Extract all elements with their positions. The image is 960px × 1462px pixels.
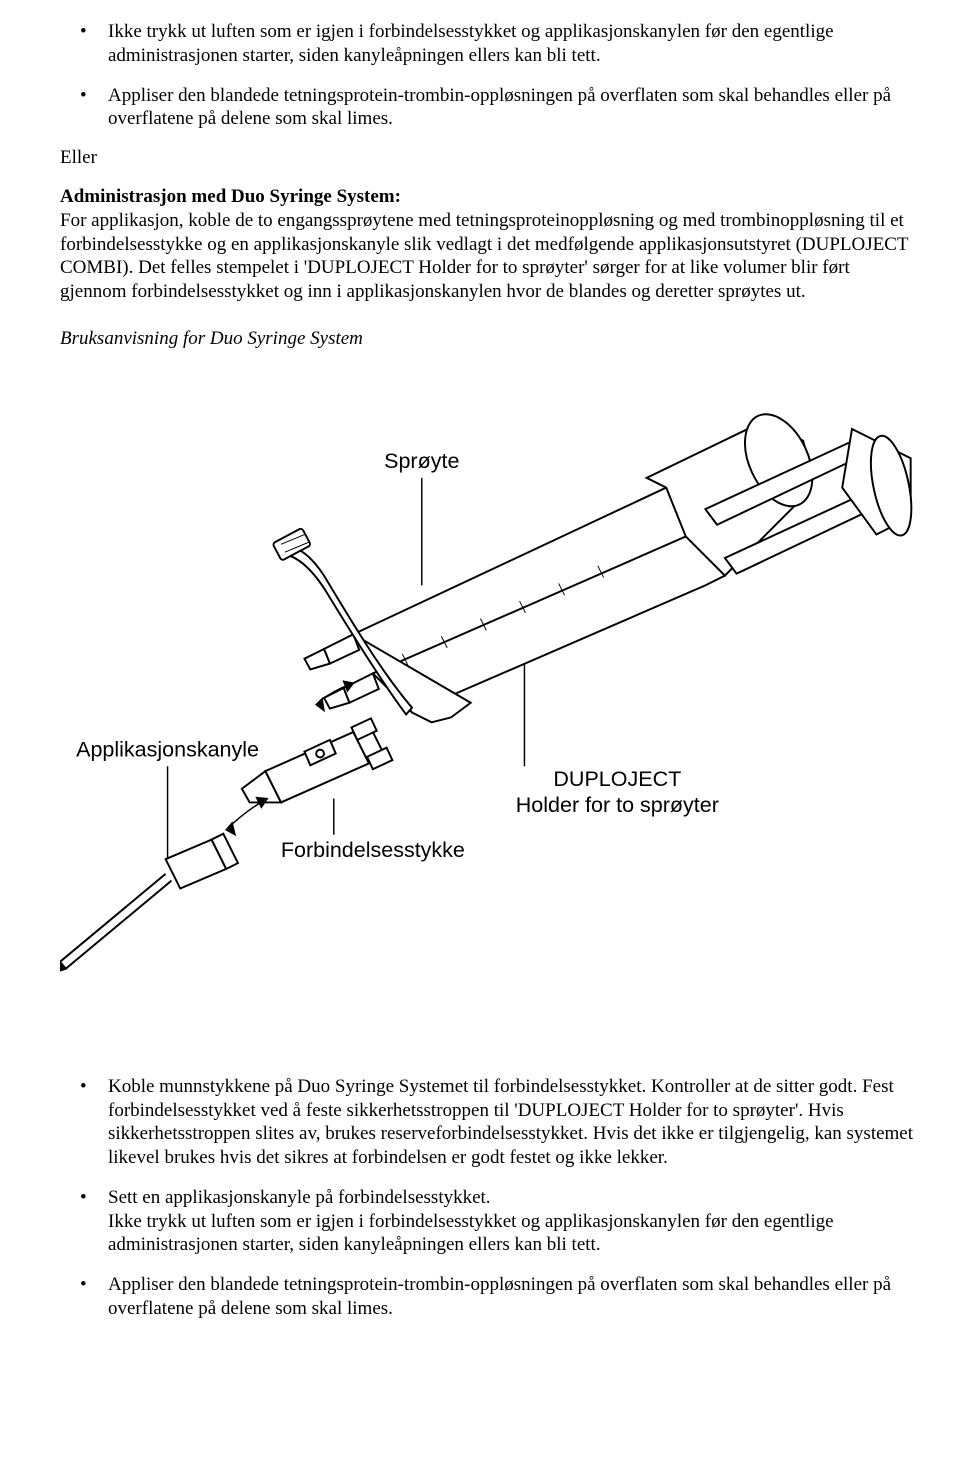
list-item: Sett en applikasjonskanyle på forbindels… bbox=[108, 1186, 920, 1257]
label-applikasjonskanyle: Applikasjonskanyle bbox=[76, 737, 259, 761]
label-forbindelsesstykke: Forbindelsesstykke bbox=[281, 838, 465, 862]
admin-body: For applikasjon, koble de to engangssprø… bbox=[60, 210, 908, 302]
admin-heading: Administrasjon med Duo Syringe System: bbox=[60, 186, 401, 207]
list-item: Appliser den blandede tetningsprotein-tr… bbox=[108, 1273, 920, 1321]
label-sproyte: Sprøyte bbox=[384, 449, 459, 473]
syringe-diagram-svg: Sprøyte Applikasjonskanyle Forbindelsess… bbox=[60, 380, 940, 1045]
label-duploject-line1: DUPLOJECT bbox=[553, 767, 681, 791]
bottom-bullet-list: Koble munnstykkene på Duo Syringe System… bbox=[60, 1075, 920, 1321]
page-body: Ikke trykk ut luften som er igjen i forb… bbox=[0, 0, 960, 1377]
label-duploject-line2: Holder for to sprøyter bbox=[516, 793, 719, 817]
admin-paragraph: Administrasjon med Duo Syringe System: F… bbox=[60, 185, 920, 304]
bruks-heading: Bruksanvisning for Duo Syringe System bbox=[60, 328, 920, 350]
connector-piece bbox=[242, 718, 393, 802]
align-arrows-lower bbox=[226, 797, 267, 834]
cannula bbox=[60, 833, 238, 972]
list-item: Koble munnstykkene på Duo Syringe System… bbox=[108, 1075, 920, 1170]
top-bullet-list: Ikke trykk ut luften som er igjen i forb… bbox=[60, 20, 920, 131]
list-item: Appliser den blandede tetningsprotein-tr… bbox=[108, 84, 920, 132]
eller-label: Eller bbox=[60, 147, 920, 169]
syringe-diagram: Sprøyte Applikasjonskanyle Forbindelsess… bbox=[60, 380, 920, 1045]
list-item: Ikke trykk ut luften som er igjen i forb… bbox=[108, 20, 920, 68]
